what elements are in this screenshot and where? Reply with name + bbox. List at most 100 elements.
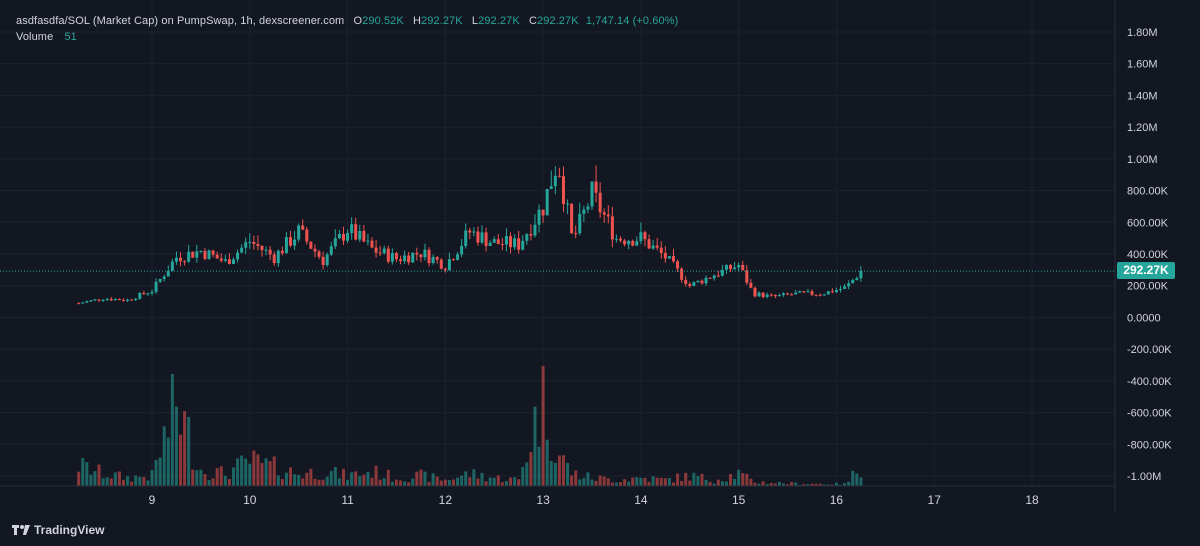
volume-bar xyxy=(248,463,252,486)
candle-body xyxy=(553,175,557,187)
volume-bar xyxy=(651,476,655,486)
volume-bar xyxy=(150,469,154,486)
candle-body xyxy=(818,294,822,296)
volume-bar xyxy=(627,481,631,486)
candle-body xyxy=(513,238,517,248)
candle-body xyxy=(773,294,777,297)
candle-body xyxy=(219,258,223,261)
candle-body xyxy=(659,247,663,253)
candle-body xyxy=(525,234,529,241)
candle-body xyxy=(252,242,256,244)
volume-bar xyxy=(472,469,476,486)
candle-body xyxy=(264,249,268,251)
volume-bar xyxy=(790,481,794,486)
candle-body xyxy=(142,293,146,295)
x-tick-label: 12 xyxy=(439,493,453,507)
candle-body xyxy=(423,249,427,258)
candle-body xyxy=(460,245,464,255)
candle-body xyxy=(529,234,533,236)
candle-body xyxy=(647,239,651,249)
x-tick-label: 16 xyxy=(830,493,844,507)
volume-bar xyxy=(757,483,761,486)
volume-bar xyxy=(590,479,594,486)
candle-body xyxy=(183,261,187,263)
candle-body xyxy=(382,248,386,254)
volume-bar xyxy=(195,470,199,486)
volume-bar xyxy=(614,482,618,486)
volume-bar xyxy=(541,366,545,486)
volume-bar xyxy=(602,476,606,486)
volume-bar xyxy=(162,426,166,486)
volume-bar xyxy=(203,474,207,486)
volume-bar xyxy=(623,479,627,486)
volume-bar xyxy=(745,473,749,486)
grid-lines xyxy=(0,0,1115,486)
candle-body xyxy=(93,299,97,301)
x-tick-label: 17 xyxy=(928,493,942,507)
candle-body xyxy=(456,254,460,260)
volume-bar xyxy=(350,472,354,486)
volume-bar xyxy=(533,406,537,486)
volume-bar xyxy=(606,478,610,486)
candle-body xyxy=(578,213,582,234)
volume-bar xyxy=(786,484,790,486)
volume-bar xyxy=(460,475,464,486)
volume-bar xyxy=(309,468,313,486)
y-tick-label: 0.0000 xyxy=(1127,312,1161,324)
volume-bar xyxy=(663,478,667,486)
candle-body xyxy=(749,282,753,288)
candle-body xyxy=(635,241,639,246)
candle-body xyxy=(187,251,191,262)
tradingview-logo-icon xyxy=(12,525,30,535)
volume-bar xyxy=(337,478,341,486)
candle-body xyxy=(309,241,313,249)
volume-bar xyxy=(199,469,203,486)
candle-body xyxy=(851,279,855,284)
candle-body xyxy=(468,230,472,233)
volume-bar xyxy=(109,478,113,486)
volume-bar xyxy=(635,477,639,486)
volume-bar xyxy=(826,484,830,486)
volume-bar xyxy=(773,483,777,486)
candle-body xyxy=(704,277,708,284)
volume-bar xyxy=(741,473,745,486)
volume-bar xyxy=(130,481,134,486)
volume-bar xyxy=(260,462,264,486)
volume-bar xyxy=(284,472,288,486)
volume-bar xyxy=(619,482,623,486)
candle-body xyxy=(256,243,260,246)
candle-body xyxy=(199,250,203,252)
volume-bar xyxy=(354,471,358,486)
volume-bar xyxy=(566,462,570,486)
candle-body xyxy=(325,254,329,266)
candle-body xyxy=(671,256,675,262)
volume-bar xyxy=(700,473,704,486)
candle-body xyxy=(301,225,305,230)
tradingview-logo[interactable]: TradingView xyxy=(12,522,104,538)
volume-bar xyxy=(830,484,834,486)
high-value: 292.27K xyxy=(421,15,463,27)
volume-bar xyxy=(333,467,337,486)
candle-body xyxy=(272,254,276,264)
candle-body xyxy=(211,250,215,255)
candle-body xyxy=(195,251,199,258)
price-axis[interactable]: 1.80M 1.60M 1.40M 1.20M 1.00M 800.00K 600.00K 4… xyxy=(1127,27,1172,483)
y-tick-label: 200.00K xyxy=(1127,281,1169,293)
volume-bar xyxy=(117,471,121,486)
time-axis[interactable]: 9 10 11 12 13 14 15 16 17 18 xyxy=(149,493,1039,507)
volume-bar xyxy=(301,478,305,486)
volume-bar xyxy=(435,476,439,486)
volume-bar xyxy=(191,469,195,486)
volume-bar xyxy=(244,458,248,486)
candle-body xyxy=(341,233,345,241)
volume-bar xyxy=(317,479,321,486)
volume-bar xyxy=(684,472,688,486)
volume-bar xyxy=(578,479,582,486)
candle-body xyxy=(447,259,451,271)
close-label: C xyxy=(528,15,537,27)
y-tick-label: -1.00M xyxy=(1127,471,1161,483)
candle-body xyxy=(399,259,403,262)
candle-body xyxy=(737,264,741,268)
